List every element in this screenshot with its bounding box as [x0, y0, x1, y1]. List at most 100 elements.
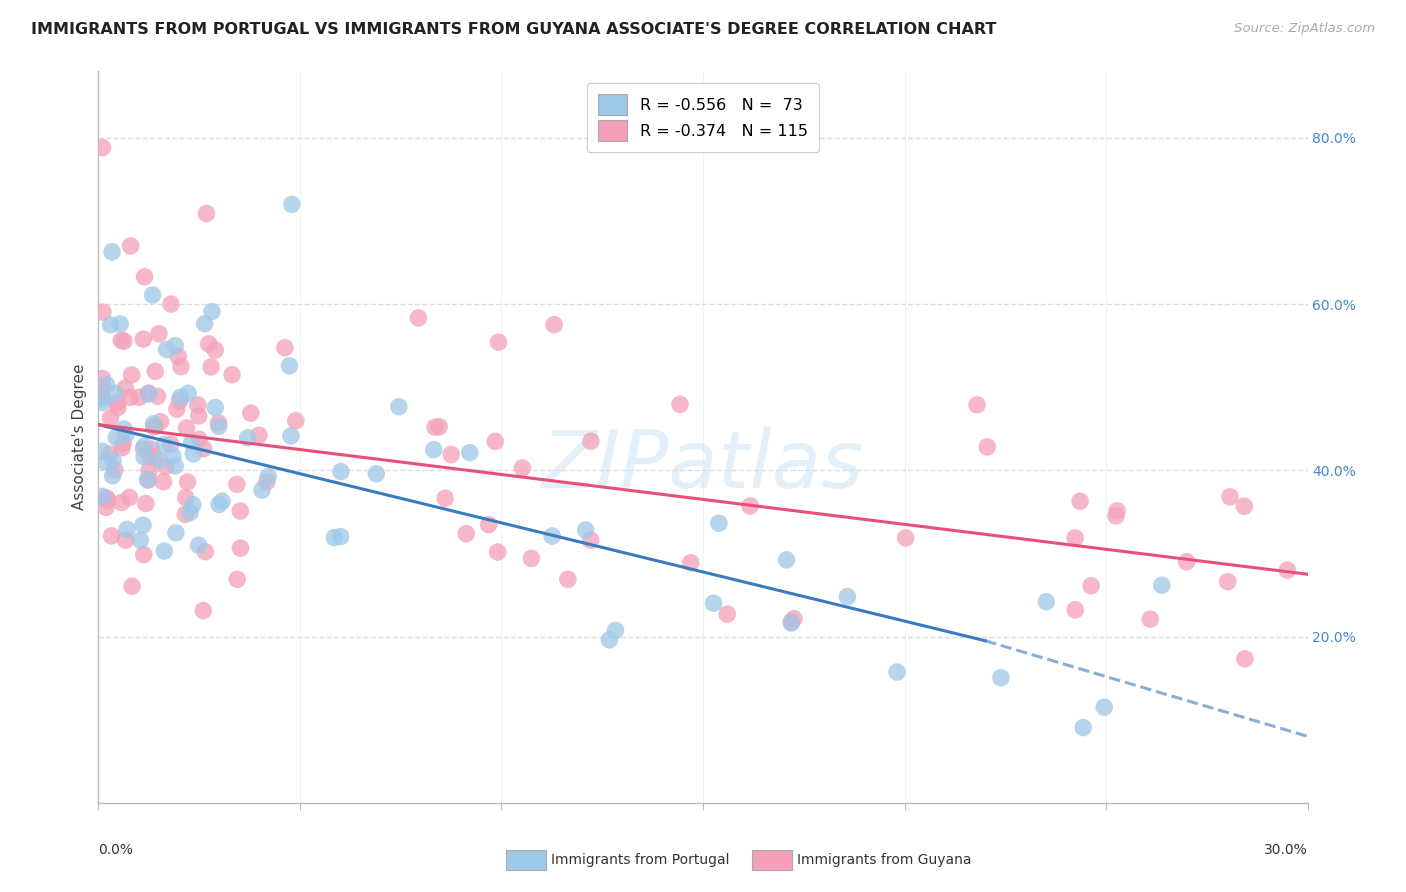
Point: [225, 477, 247, 491]
Point: [100, 318, 122, 332]
Point: [427, 419, 450, 434]
Point: [165, 338, 187, 352]
Point: [284, 414, 307, 428]
Point: [1035, 595, 1057, 609]
Point: [543, 318, 565, 332]
Point: [679, 556, 702, 570]
Point: [141, 442, 163, 457]
Point: [598, 632, 620, 647]
Point: [132, 332, 155, 346]
Point: [366, 467, 388, 481]
Point: [557, 572, 579, 586]
Point: [579, 533, 602, 548]
Point: [129, 533, 152, 548]
Point: [110, 334, 132, 348]
Point: [1080, 579, 1102, 593]
Point: [101, 244, 124, 259]
Point: [138, 387, 160, 401]
Point: [138, 386, 160, 401]
Point: [281, 197, 304, 211]
Point: [194, 544, 217, 558]
Point: [134, 269, 156, 284]
Point: [142, 450, 165, 464]
Point: [162, 449, 184, 463]
Point: [990, 671, 1012, 685]
Point: [181, 498, 204, 512]
Point: [101, 468, 124, 483]
Point: [1277, 563, 1299, 577]
Point: [179, 506, 201, 520]
Point: [128, 391, 150, 405]
Point: [142, 419, 165, 434]
Point: [121, 579, 143, 593]
Point: [160, 297, 183, 311]
Point: [166, 402, 188, 417]
Point: [136, 473, 159, 487]
Point: [132, 442, 155, 456]
Point: [574, 523, 596, 537]
Point: [204, 401, 226, 415]
Point: [329, 530, 352, 544]
Point: [236, 431, 259, 445]
Point: [1175, 555, 1198, 569]
Point: [208, 497, 231, 511]
Point: [138, 464, 160, 478]
Point: [165, 458, 187, 473]
Point: [193, 604, 215, 618]
Point: [104, 386, 127, 401]
Point: [132, 548, 155, 562]
Point: [478, 517, 501, 532]
Point: [96, 377, 118, 392]
Point: [159, 437, 181, 451]
Point: [280, 429, 302, 443]
Text: 0.0%: 0.0%: [98, 843, 134, 857]
Point: [118, 491, 141, 505]
Point: [211, 494, 233, 508]
Point: [155, 459, 177, 474]
Point: [146, 389, 169, 403]
Point: [187, 409, 209, 423]
Point: [91, 371, 114, 385]
Point: [1150, 578, 1173, 592]
Point: [100, 529, 122, 543]
Point: [207, 416, 229, 430]
Point: [716, 607, 738, 622]
Point: [107, 395, 129, 409]
Point: [229, 541, 252, 555]
Point: [239, 406, 262, 420]
Point: [221, 368, 243, 382]
Point: [101, 453, 124, 467]
Point: [204, 343, 226, 357]
Point: [440, 448, 463, 462]
Point: [434, 491, 457, 506]
Point: [1139, 612, 1161, 626]
Point: [188, 432, 211, 446]
Point: [91, 444, 114, 458]
Point: [167, 350, 190, 364]
Point: [132, 518, 155, 533]
Point: [100, 411, 122, 425]
Point: [1064, 531, 1087, 545]
Point: [153, 544, 176, 558]
Point: [520, 551, 543, 566]
Point: [180, 435, 202, 450]
Point: [177, 386, 200, 401]
Point: [1064, 603, 1087, 617]
Point: [197, 337, 219, 351]
Point: [323, 531, 346, 545]
Point: [541, 529, 564, 543]
Point: [966, 398, 988, 412]
Point: [1069, 494, 1091, 508]
Point: [274, 341, 297, 355]
Point: [740, 499, 762, 513]
Point: [112, 334, 135, 348]
Point: [91, 389, 114, 403]
Point: [707, 516, 730, 531]
Point: [174, 491, 197, 505]
Point: [229, 504, 252, 518]
Point: [200, 359, 222, 374]
Point: [187, 398, 209, 412]
Point: [256, 475, 278, 489]
Point: [484, 434, 506, 449]
Point: [183, 447, 205, 461]
